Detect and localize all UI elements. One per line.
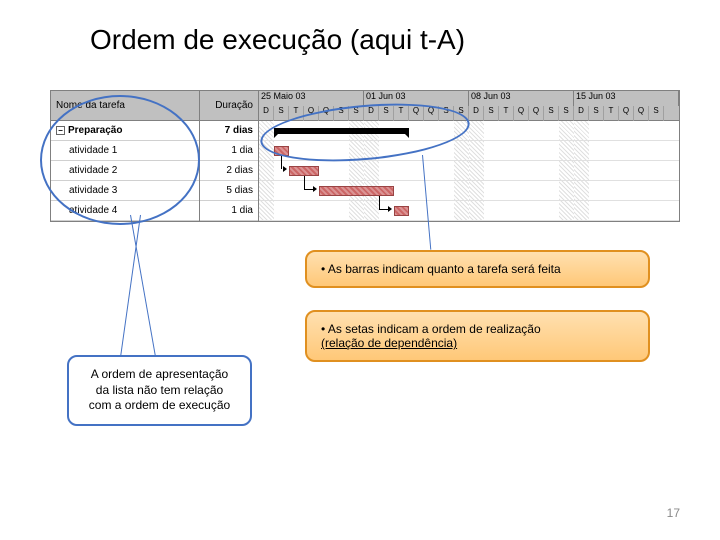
day-cell: S (544, 106, 559, 121)
table-row: 5 dias (200, 181, 258, 201)
callout-order: A ordem de apresentação da lista não tem… (67, 355, 252, 426)
gantt-row (259, 161, 679, 181)
day-cell: T (499, 106, 514, 121)
gantt-row (259, 201, 679, 221)
callout-text: (relação de dependência) (321, 336, 634, 350)
callout-text: • As setas indicam a ordem de realização (321, 322, 634, 336)
week-label: 08 Jun 03 (469, 91, 574, 106)
table-row: 1 dia (200, 201, 258, 221)
day-cell: Q (529, 106, 544, 121)
day-cell: Q (619, 106, 634, 121)
dependency-arrow (379, 209, 389, 210)
callout-bars: • As barras indicam quanto a tarefa será… (305, 250, 650, 288)
duration-column: Duração 7 dias 1 dia 2 dias 5 dias 1 dia (200, 91, 259, 221)
duration-header: Duração (200, 91, 258, 121)
arrow-head-icon (283, 166, 287, 172)
annotation-ellipse (40, 95, 200, 225)
task-bar (289, 166, 319, 176)
day-cell: S (649, 106, 664, 121)
day-cell: Q (634, 106, 649, 121)
annotation-line (130, 215, 156, 358)
dependency-arrow (304, 176, 305, 189)
gantt-row (259, 181, 679, 201)
day-cell: D (259, 106, 274, 121)
dependency-arrow (304, 189, 314, 190)
day-cell: S (559, 106, 574, 121)
week-label: 25 Maio 03 (259, 91, 364, 106)
day-cell: S (484, 106, 499, 121)
day-cell: D (574, 106, 589, 121)
day-cell: D (469, 106, 484, 121)
page-title: Ordem de execução (aqui t-A) (90, 24, 465, 56)
table-row: 7 dias (200, 121, 258, 141)
day-cell: Q (514, 106, 529, 121)
table-row: 1 dia (200, 141, 258, 161)
day-cell: S (589, 106, 604, 121)
table-row: 2 dias (200, 161, 258, 181)
day-cell: S (274, 106, 289, 121)
dependency-arrow (281, 156, 282, 169)
dependency-arrow (379, 196, 380, 209)
week-label: 15 Jun 03 (574, 91, 679, 106)
annotation-line (120, 215, 141, 359)
task-bar (394, 206, 409, 216)
page-number: 17 (667, 506, 680, 520)
day-cell: T (604, 106, 619, 121)
task-bar (319, 186, 394, 196)
callout-arrows: • As setas indicam a ordem de realização… (305, 310, 650, 362)
